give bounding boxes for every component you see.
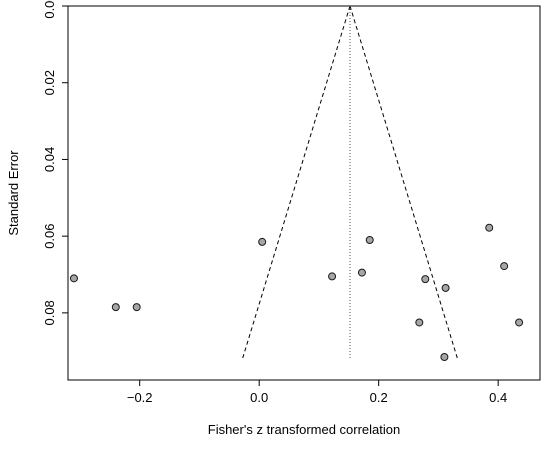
funnel-right-boundary	[349, 5, 459, 360]
plot-frame	[67, 5, 541, 381]
study-point	[69, 274, 78, 283]
study-point	[365, 235, 374, 244]
funnel-lines	[241, 5, 459, 360]
y-axis-label: Standard Error	[6, 150, 21, 236]
x-tick-label: 0.4	[489, 390, 507, 405]
x-tick-label: 0.2	[370, 390, 388, 405]
study-point	[258, 237, 267, 246]
study-point	[132, 303, 141, 312]
study-point	[328, 272, 337, 281]
study-point	[441, 283, 450, 292]
x-axis-label: Fisher's z transformed correlation	[208, 422, 401, 437]
x-tick-label: 0.0	[250, 390, 268, 405]
study-point	[415, 318, 424, 327]
x-tick-label: −0.2	[127, 390, 153, 405]
study-point	[485, 223, 494, 232]
y-tick-label: 0.06	[42, 223, 57, 248]
study-point	[515, 318, 524, 327]
y-tick-label: 0.08	[42, 300, 57, 325]
y-axis: 0.00 0.02 0.04 0.06 0.08	[42, 0, 68, 326]
study-point	[421, 275, 430, 284]
x-axis: −0.2 0.0 0.2 0.4	[127, 380, 507, 405]
y-tick-label: 0.00	[42, 0, 57, 19]
study-points	[69, 223, 524, 361]
study-point	[440, 352, 449, 361]
funnel-left-boundary	[241, 5, 351, 360]
study-point	[500, 262, 509, 271]
study-point	[357, 268, 366, 277]
y-tick-label: 0.04	[42, 147, 57, 172]
y-tick-label: 0.02	[42, 70, 57, 95]
study-point	[111, 303, 120, 312]
